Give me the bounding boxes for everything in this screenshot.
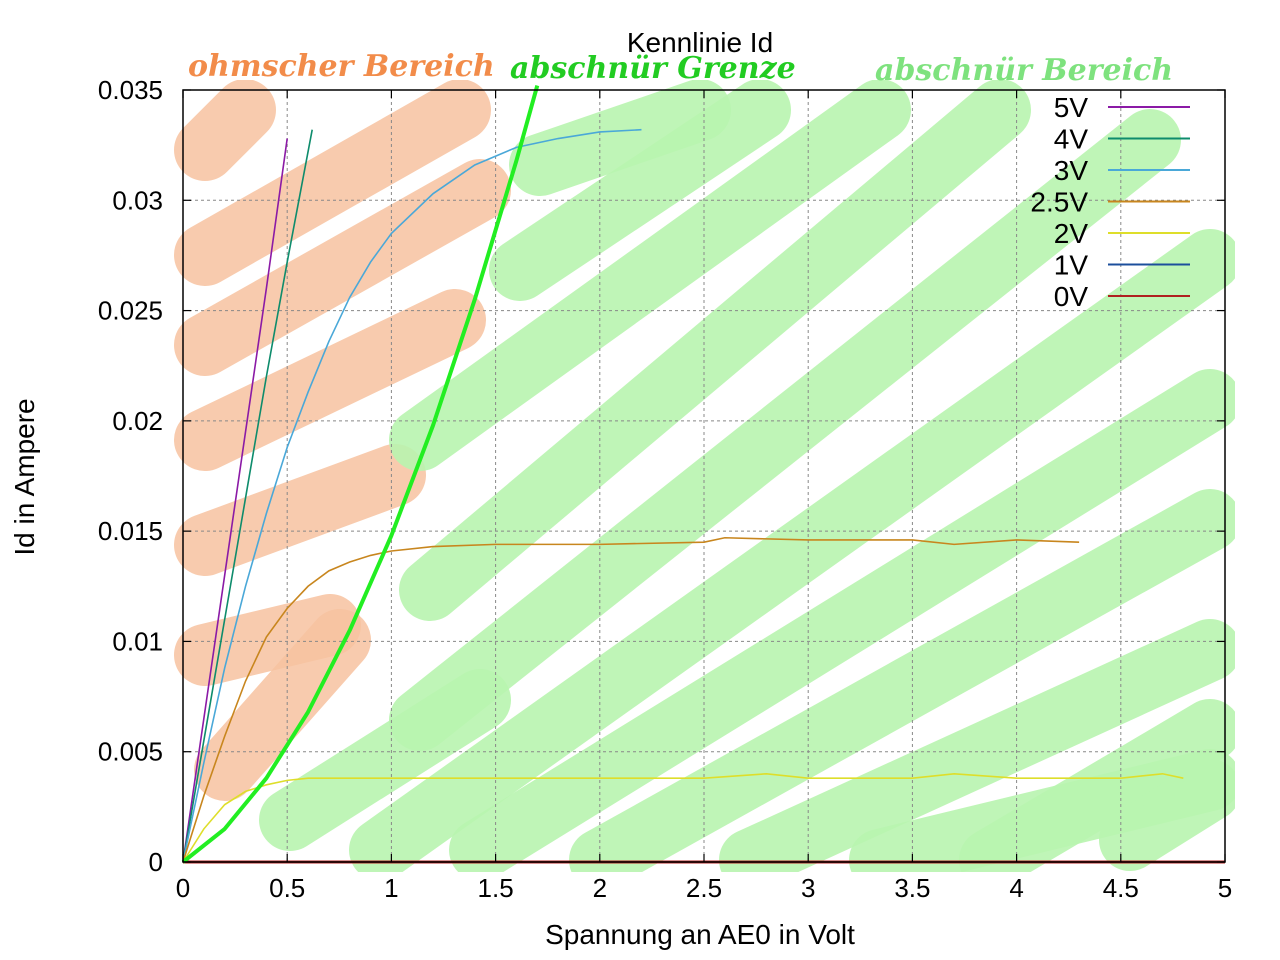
saturation-hatch-band: [389, 109, 1181, 751]
saturation-hatch-band: [509, 80, 731, 196]
ohmic-hatch-band: [174, 159, 511, 376]
legend-label-2V: 2V: [1054, 218, 1089, 249]
annotation-saturation-region: abschnür Bereich: [875, 53, 1173, 88]
saturation-hatch-band: [569, 489, 1235, 872]
legend-label-2.5V: 2.5V: [1030, 187, 1088, 218]
plot-frame: [182, 89, 1226, 863]
y-tick-label: 0.005: [98, 737, 163, 767]
x-tick-label: 1.5: [478, 873, 514, 903]
x-tick-label: 0: [176, 873, 190, 903]
ohmic-hatch-band: [174, 80, 491, 286]
ohmic-hatch-band: [194, 609, 371, 801]
x-tick-labels: 0 0.5 1 1.5 2 2.5 3 3.5 4 4.5 5: [176, 873, 1232, 903]
y-axis-label: Id in Ampere: [9, 398, 40, 555]
y-tick-label: 0.03: [112, 185, 163, 215]
x-tick-label: 3: [801, 873, 815, 903]
series-line-5V: [182, 138, 288, 863]
legend-label-1V: 1V: [1054, 250, 1089, 281]
saturation-hatch-band: [449, 369, 1235, 872]
x-tick-label: 1: [384, 873, 398, 903]
series-line-2.5V: [182, 536, 1080, 863]
y-tick-label: 0.02: [112, 406, 163, 436]
x-tick-label: 5: [1218, 873, 1232, 903]
x-axis-label: Spannung an AE0 in Volt: [545, 919, 855, 950]
series-line-4V: [182, 129, 313, 863]
y-tick-label: 0.025: [98, 296, 163, 326]
saturation-hatch-band: [389, 80, 911, 471]
y-tick-label: 0: [149, 847, 163, 877]
pinchoff-boundary-curve: [181, 85, 540, 864]
ohmic-hatch-band: [174, 80, 276, 181]
y-tick-label: 0.01: [112, 626, 163, 656]
grid-layer: [183, 90, 1225, 862]
annotation-pinchoff-boundary: abschnür Grenze: [510, 51, 796, 86]
x-tick-label: 4.5: [1103, 873, 1139, 903]
chart-title: Kennlinie Id: [627, 27, 773, 58]
ohmic-hatch-band: [174, 444, 426, 576]
y-tick-label: 0.015: [98, 516, 163, 546]
x-tick-label: 4: [1009, 873, 1023, 903]
legend-label-0V: 0V: [1054, 281, 1089, 312]
region-hatch-layer: [174, 80, 1235, 872]
series-line-2V: [182, 772, 1184, 863]
legend-label-5V: 5V: [1054, 92, 1089, 123]
annotation-ohmic-region: ohmscher Bereich: [188, 49, 495, 84]
saturation-hatch-band: [399, 80, 1031, 621]
x-tick-label: 3.5: [894, 873, 930, 903]
legend-label-4V: 4V: [1054, 124, 1089, 155]
series-line-3V: [182, 128, 642, 863]
legend-label-3V: 3V: [1054, 155, 1089, 186]
saturation-hatch-band: [259, 669, 511, 851]
y-tick-labels: 0 0.005 0.01 0.015 0.02 0.025 0.03 0.035: [98, 75, 163, 877]
saturation-hatch-band: [719, 619, 1235, 872]
x-tick-label: 0.5: [269, 873, 305, 903]
x-tick-label: 2.5: [686, 873, 722, 903]
x-tick-label: 2: [593, 873, 607, 903]
saturation-hatch-band: [489, 80, 791, 301]
saturation-hatch-band: [1099, 759, 1235, 871]
y-tick-label: 0.035: [98, 75, 163, 105]
saturation-hatch-band: [349, 229, 1235, 872]
boundary-layer: [181, 85, 540, 864]
